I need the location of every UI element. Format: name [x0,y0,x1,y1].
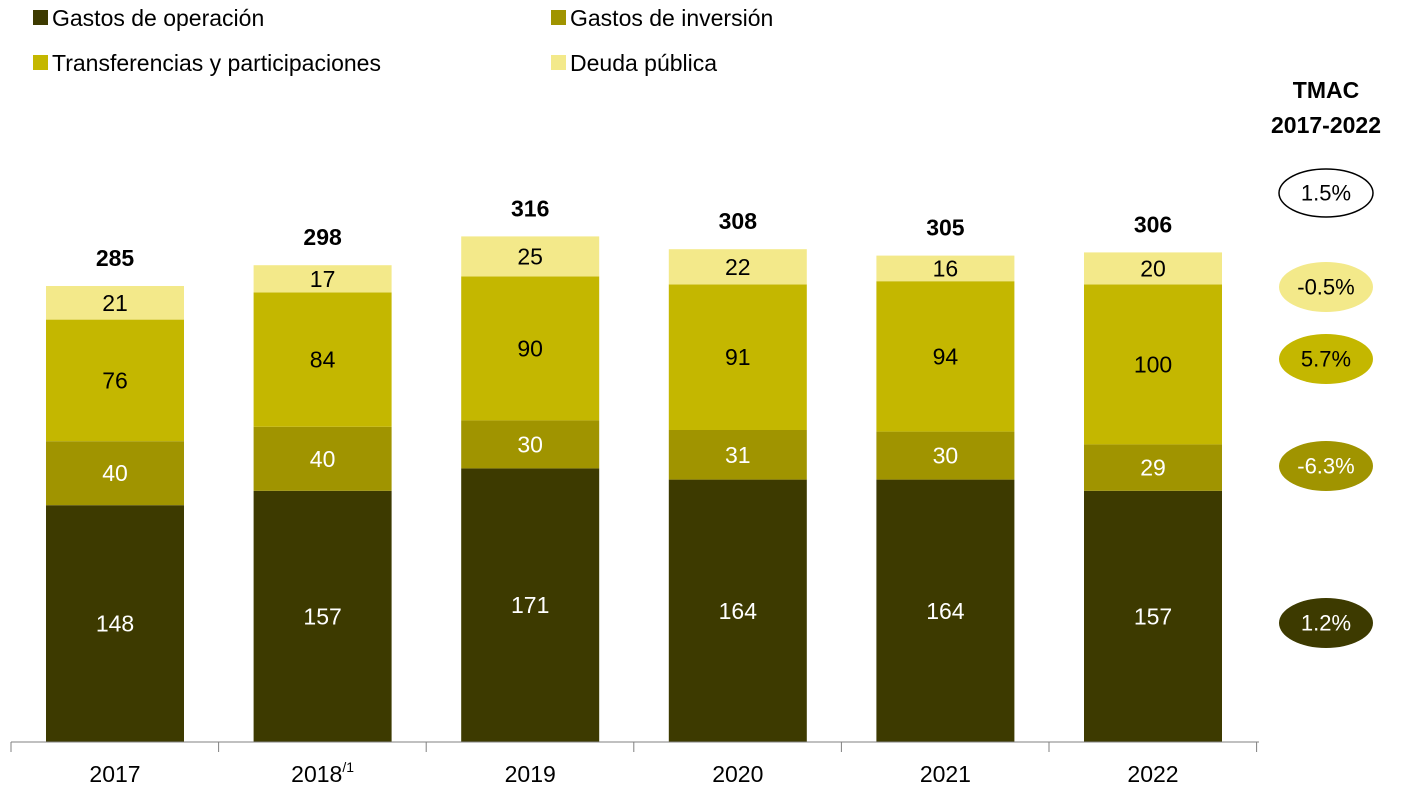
bar-segment [46,319,184,442]
segment-data-label: 100 [1134,351,1172,377]
segment-data-label: 29 [1140,455,1166,481]
tmac-total-label: 1.5% [1301,181,1351,206]
segment-data-label: 17 [310,266,336,292]
bar-segment [253,292,392,427]
tmac-label: -0.5% [1297,275,1354,300]
bar-segment [1084,444,1222,491]
legend-label: Gastos de inversión [570,5,773,31]
x-tick-label: 2017 [89,761,140,787]
segment-data-label: 40 [102,460,128,486]
tmac-ellipse [1279,441,1373,491]
segment-data-label: 94 [933,343,959,369]
segment-data-label: 40 [310,446,336,472]
bar-segment [253,426,392,491]
legend: Gastos de operación Gastos de inversión Tr… [33,5,773,76]
x-tick-label: 2018/1 [291,759,354,787]
legend-swatch [551,55,566,70]
bar-segment [461,468,600,742]
bar-segment [46,441,184,506]
legend-label: Gastos de operación [52,5,264,31]
legend-swatch [33,10,48,25]
segment-data-label: 30 [933,443,959,469]
x-tick-label: 2019 [505,761,556,787]
tmac-ellipse [1279,598,1373,648]
total-label: 308 [719,208,758,234]
legend-swatch [33,55,48,70]
segment-data-label: 171 [511,592,549,618]
bar-segment [668,430,807,480]
total-label: 306 [1134,211,1172,237]
segment-data-label: 148 [96,611,134,637]
bar-segment [46,505,184,742]
segment-data-label: 30 [517,431,543,457]
bar-segment [46,286,184,320]
bar-plot-area: 148 40 76 21 285 157 40 84 17 298 171 30 90 25 316 164 3… [46,195,1222,742]
segment-data-label: 157 [303,603,341,629]
total-label: 285 [96,245,135,271]
bar-segment [668,249,807,285]
x-tick-label: 2022 [1127,761,1178,787]
total-label: 298 [303,224,342,250]
bar-segment [1084,252,1222,285]
legend-label: Deuda pública [570,50,717,76]
legend-swatch [551,10,566,25]
bar-segment [1084,490,1222,742]
total-label: 316 [511,195,549,221]
segment-data-label: 90 [517,335,543,361]
segment-data-label: 31 [725,442,751,468]
segment-data-label: 21 [102,290,128,316]
tmac-title-line1: TMAC [1293,77,1359,103]
x-tick-label: 2020 [712,761,763,787]
tmac-title-line2: 2017-2022 [1271,112,1381,138]
legend-label: Transferencias y participaciones [52,50,381,76]
bar-segment [668,479,807,742]
segment-data-label: 16 [933,255,959,281]
x-tick-label: 2021 [920,761,971,787]
bar-segment [253,265,392,293]
bar-segment [461,236,600,277]
tmac-panel: TMAC 2017-2022 1.5% 1.2% -6.3% 5.7% -0.5% [1271,77,1381,648]
segment-data-label: 164 [926,598,965,624]
bar-segment [461,276,600,421]
bar-segment [876,255,1015,282]
tmac-ellipse [1279,334,1373,384]
segment-data-label: 76 [102,367,128,393]
segment-data-label: 84 [310,347,336,373]
bar-segment [876,479,1015,742]
tmac-label: 5.7% [1301,347,1351,372]
tmac-total-ellipse [1278,168,1374,218]
bar-segment [876,281,1015,432]
segment-data-label: 22 [725,254,751,280]
x-tick-footnote: /1 [342,759,354,775]
bar-segment [1084,284,1222,445]
segment-data-label: 20 [1140,255,1166,281]
bar-segment [876,431,1015,480]
x-axis: 2017 2018/1 2019 2020 2021 2022 [10,741,1259,787]
tmac-ellipse [1279,262,1373,312]
segment-data-label: 164 [719,598,758,624]
tmac-label: 1.2% [1301,611,1351,636]
total-label: 305 [926,215,965,241]
segment-data-label: 157 [1134,603,1172,629]
bar-segment [461,420,600,469]
bar-segment [668,284,807,430]
tmac-label: -6.3% [1297,454,1354,479]
segment-data-label: 91 [725,344,751,370]
bar-segment [253,490,392,742]
segment-data-label: 25 [517,243,543,269]
